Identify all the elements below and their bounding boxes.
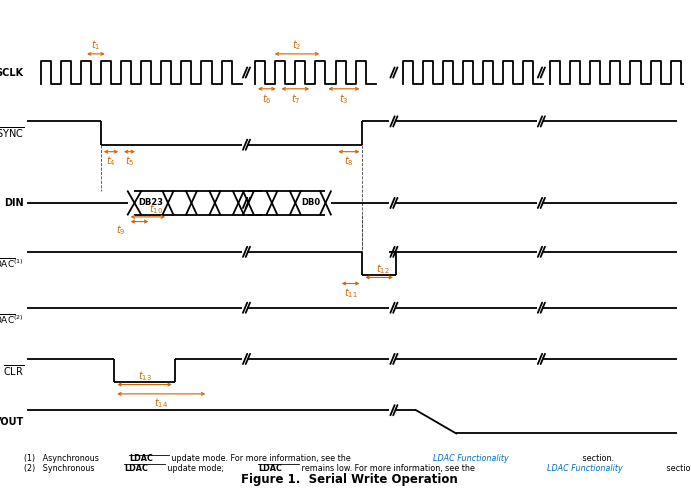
Text: LDAC: LDAC <box>258 464 283 473</box>
Text: section.: section. <box>664 464 691 473</box>
Text: remains low. For more information, see the: remains low. For more information, see t… <box>299 464 477 473</box>
Text: (2)   Synchronous: (2) Synchronous <box>24 464 97 473</box>
Text: $t_8$: $t_8$ <box>344 154 354 168</box>
Text: $t_{13}$: $t_{13}$ <box>138 369 151 383</box>
Text: Figure 1.  Serial Write Operation: Figure 1. Serial Write Operation <box>240 473 457 486</box>
Text: LDAC Functionality: LDAC Functionality <box>433 455 509 464</box>
Text: $t_{10}$: $t_{10}$ <box>149 202 163 216</box>
Text: LDAC: LDAC <box>129 455 153 464</box>
Text: SCLK: SCLK <box>0 67 24 77</box>
Text: $t_7$: $t_7$ <box>290 92 300 106</box>
Text: DB0: DB0 <box>301 199 320 208</box>
Text: $t_1$: $t_1$ <box>91 39 101 52</box>
Text: $\overline{\rm LDAC}^{(2)}$: $\overline{\rm LDAC}^{(2)}$ <box>0 312 24 326</box>
Text: $t_4$: $t_4$ <box>106 154 116 168</box>
Text: DIN: DIN <box>4 198 24 208</box>
Text: $t_{12}$: $t_{12}$ <box>376 262 389 276</box>
Text: $t_{11}$: $t_{11}$ <box>343 286 357 299</box>
Text: DB23: DB23 <box>139 199 164 208</box>
Text: update mode;: update mode; <box>164 464 226 473</box>
Text: $t_6$: $t_6$ <box>262 92 272 106</box>
Text: $\overline{\rm CLR}$: $\overline{\rm CLR}$ <box>3 363 24 378</box>
Text: $\overline{\rm SYNC}$: $\overline{\rm SYNC}$ <box>0 126 24 141</box>
Text: $t_3$: $t_3$ <box>339 92 349 106</box>
Text: $t_{14}$: $t_{14}$ <box>154 396 169 410</box>
Text: $t_9$: $t_9$ <box>116 223 126 237</box>
Text: $t_2$: $t_2$ <box>292 39 302 52</box>
Text: $\overline{\rm LDAC}^{(1)}$: $\overline{\rm LDAC}^{(1)}$ <box>0 256 24 270</box>
Text: VOUT: VOUT <box>0 417 24 427</box>
Text: LDAC: LDAC <box>124 464 149 473</box>
Text: update mode. For more information, see the: update mode. For more information, see t… <box>169 455 354 464</box>
Text: section.: section. <box>580 455 614 464</box>
Text: LDAC Functionality: LDAC Functionality <box>547 464 623 473</box>
Text: $t_5$: $t_5$ <box>124 154 134 168</box>
Text: (1)   Asynchronous: (1) Asynchronous <box>24 455 102 464</box>
